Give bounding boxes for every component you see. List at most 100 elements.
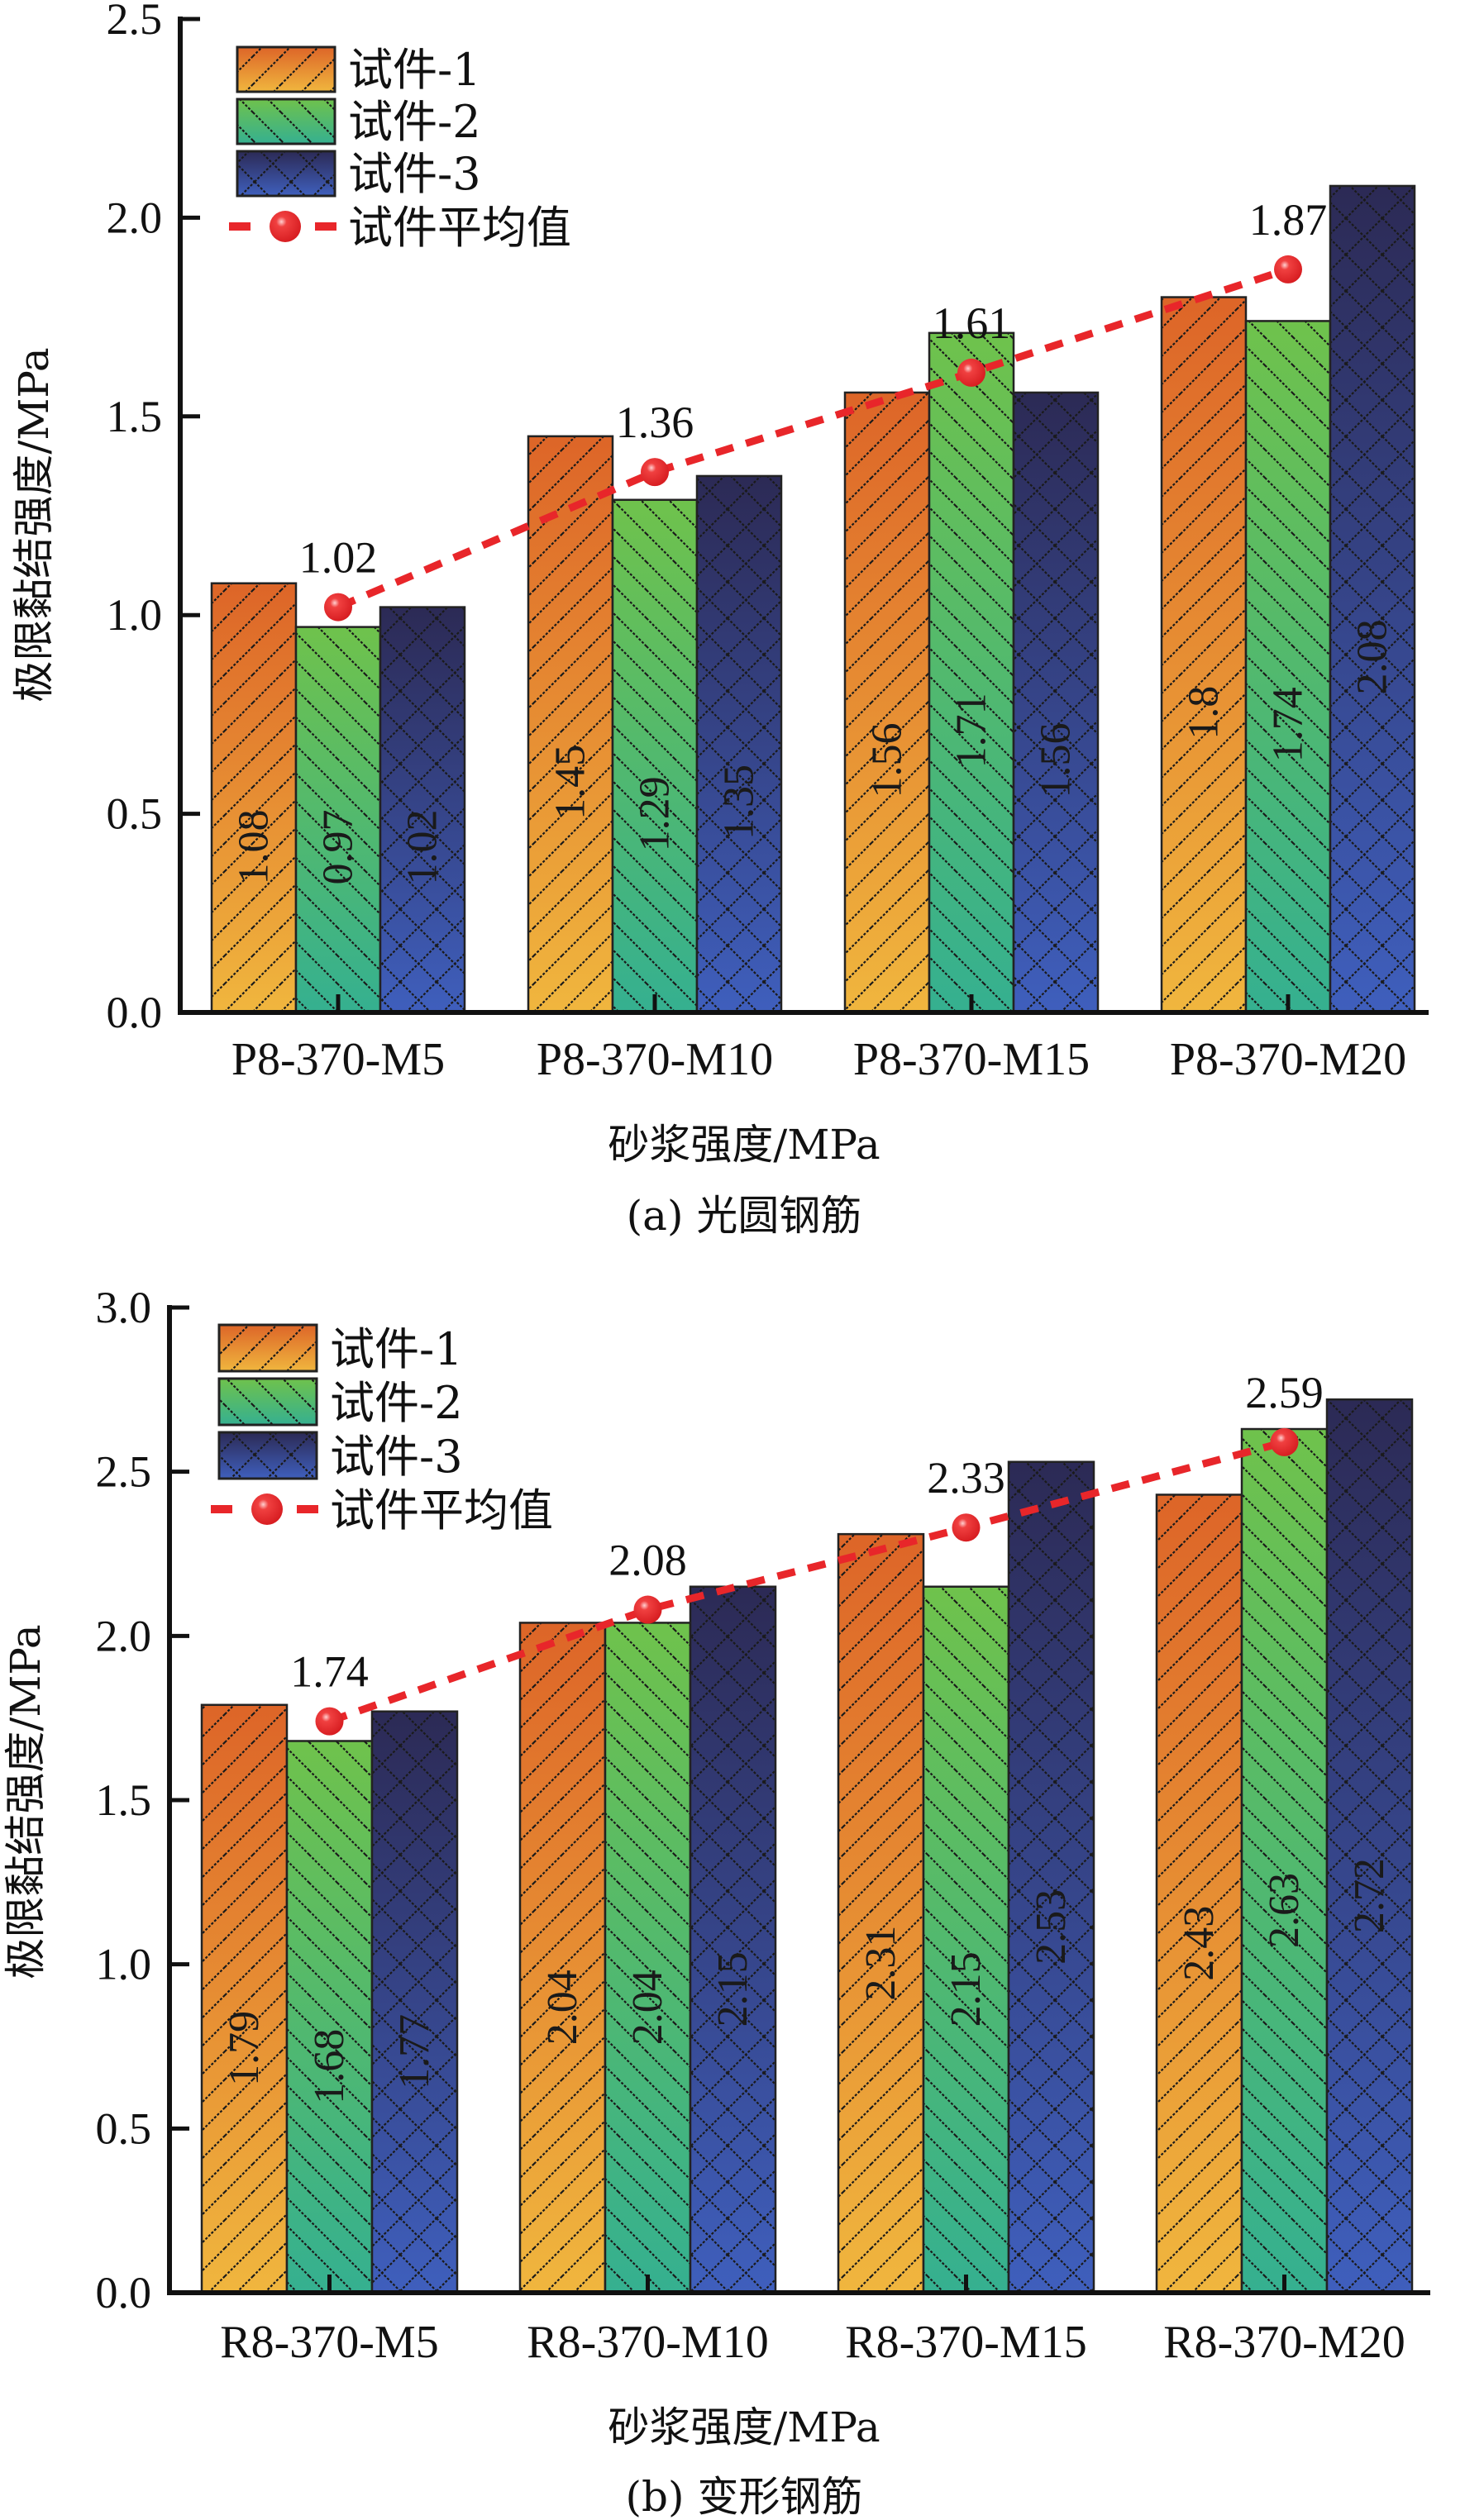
bar-value-label: 2.63	[1261, 1873, 1308, 1948]
average-value-label: 2.59	[1245, 1368, 1324, 1417]
bar-value-label: 1.74	[1265, 687, 1312, 762]
bar-2-P8-370-M20: 1.74	[1244, 320, 1332, 1014]
bar-hatch	[379, 606, 466, 1014]
bar-hatch	[200, 1703, 289, 2294]
figure-caption: (a) 光圆钢筋	[627, 1192, 862, 1240]
bar-hatch	[843, 391, 931, 1014]
average-value-label: 2.08	[608, 1536, 687, 1585]
bar-hatch	[294, 626, 382, 1014]
x-tick-label: P8-370-M20	[1170, 1034, 1406, 1085]
legend-swatch-hatch	[217, 1323, 318, 1373]
y-tick-label: 3.0	[96, 1283, 152, 1332]
legend-item-average: 试件平均值	[229, 202, 571, 254]
average-marker	[957, 358, 985, 387]
bar-value-label: 0.97	[315, 810, 362, 885]
average-value-label: 1.74	[290, 1647, 369, 1697]
legend-swatch-hatch	[217, 1431, 318, 1480]
bar-value-label: 1.68	[306, 2029, 353, 2104]
legend-label: 试件-3	[348, 148, 481, 200]
bar-hatch	[1329, 184, 1416, 1014]
y-tick-label: 1.5	[96, 1775, 152, 1825]
average-value-label: 2.33	[927, 1453, 1005, 1503]
bar-value-label: 1.56	[1033, 722, 1080, 798]
bar-hatch	[1240, 1427, 1329, 2294]
legend-swatch-hatch	[236, 150, 336, 198]
average-marker	[315, 1707, 344, 1736]
average-marker	[324, 593, 352, 622]
bar-value-label: 1.45	[547, 745, 594, 820]
bar-hatch	[611, 498, 699, 1014]
bar-hatch	[285, 1740, 374, 2294]
bar-value-label: 1.56	[864, 722, 911, 798]
legend-average-marker	[251, 1493, 283, 1525]
y-tick-label: 1.0	[96, 1940, 152, 1989]
legend-average-marker	[270, 211, 301, 242]
bar-value-label: 1.71	[948, 693, 995, 768]
average-marker	[633, 1595, 662, 1624]
legend-label: 试件-3	[330, 1431, 463, 1483]
average-value-label: 1.36	[616, 398, 694, 447]
bar-3-R8-370-M5: 1.77	[370, 1710, 459, 2294]
bar-3-P8-370-M15: 1.56	[1012, 391, 1100, 1014]
bar-1-R8-370-M5: 1.79	[200, 1703, 289, 2294]
legend-swatch-hatch	[236, 98, 336, 145]
x-tick-label: R8-370-M15	[845, 2317, 1086, 2368]
bar-value-label: 2.72	[1346, 1858, 1393, 1933]
average-marker	[1274, 255, 1302, 283]
bar-value-label: 1.08	[231, 810, 278, 885]
bar-value-label: 2.15	[709, 1951, 756, 2027]
bar-3-P8-370-M5: 1.02	[379, 606, 466, 1014]
legend-item-1: 试件-1	[217, 1323, 463, 1375]
bar-2-R8-370-M5: 1.68	[285, 1740, 374, 2294]
bar-3-P8-370-M10: 1.35	[695, 474, 783, 1014]
bar-1-P8-370-M15: 1.56	[843, 391, 931, 1014]
average-marker	[641, 458, 669, 487]
legend-label: 试件平均值	[348, 202, 571, 254]
bar-2-R8-370-M20: 2.63	[1240, 1427, 1329, 2294]
bar-1-P8-370-M20: 1.8	[1160, 296, 1248, 1014]
bar-hatch	[1155, 1493, 1243, 2294]
x-tick-label: R8-370-M20	[1163, 2317, 1405, 2368]
y-tick-label: 0.5	[107, 789, 163, 839]
bar-hatch	[1007, 1460, 1095, 2294]
legend-label: 试件-1	[348, 44, 481, 96]
legend-label: 试件平均值	[330, 1484, 553, 1536]
bar-value-label: 2.04	[624, 1970, 671, 2045]
average-value-label: 1.87	[1249, 195, 1328, 245]
average-value-label: 1.02	[299, 533, 378, 583]
average-marker	[952, 1513, 981, 1542]
bar-2-R8-370-M15: 2.15	[922, 1585, 1010, 2294]
legend-swatch-hatch	[217, 1377, 318, 1427]
bar-hatch	[1012, 391, 1100, 1014]
bar-1-R8-370-M15: 2.31	[837, 1532, 925, 2294]
bar-2-R8-370-M10: 2.04	[604, 1622, 692, 2294]
legend-label: 试件-2	[348, 96, 481, 148]
bar-3-R8-370-M15: 2.53	[1007, 1460, 1095, 2294]
bar-value-label: 1.35	[716, 765, 763, 840]
bar-hatch	[689, 1585, 777, 2294]
bar-1-R8-370-M10: 2.04	[518, 1622, 607, 2294]
legend-item-3: 试件-3	[236, 148, 481, 200]
x-tick-label: P8-370-M5	[231, 1034, 445, 1085]
bar-hatch	[928, 331, 1015, 1014]
bar-2-P8-370-M15: 1.71	[928, 331, 1015, 1014]
bar-value-label: 1.79	[221, 2011, 268, 2086]
y-tick-label: 2.0	[107, 193, 163, 242]
bar-hatch	[695, 474, 783, 1014]
bar-hatch	[837, 1532, 925, 2294]
figure-caption: (b) 变形钢筋	[626, 2473, 863, 2520]
y-tick-label: 1.5	[107, 392, 163, 441]
bar-hatch	[370, 1710, 459, 2294]
bar-value-label: 1.77	[391, 2014, 438, 2089]
x-tick-label: P8-370-M10	[537, 1034, 773, 1085]
y-tick-label: 0.5	[96, 2103, 152, 2153]
bar-value-label: 1.02	[399, 810, 446, 885]
legend-label: 试件-2	[330, 1377, 463, 1429]
average-marker	[1270, 1427, 1299, 1456]
bar-value-label: 2.04	[539, 1970, 586, 2045]
x-axis-title: 砂浆强度/MPa	[608, 2403, 880, 2451]
x-tick-label: R8-370-M5	[220, 2317, 438, 2368]
x-tick-label: R8-370-M10	[527, 2317, 768, 2368]
